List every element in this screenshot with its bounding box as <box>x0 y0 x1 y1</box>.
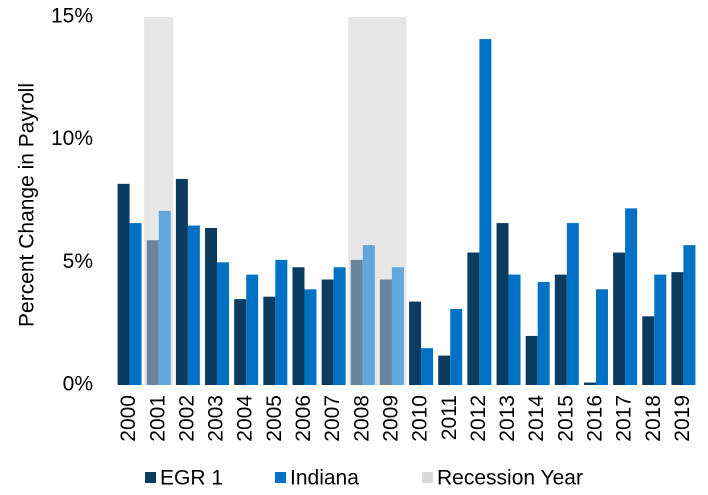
recession-overlay <box>348 17 378 385</box>
bar <box>613 252 626 385</box>
recession-overlay <box>377 17 407 385</box>
x-tick-label: 2007 <box>321 395 344 442</box>
bar <box>391 267 404 385</box>
bar <box>379 279 392 385</box>
x-tick-label: 2009 <box>379 395 402 442</box>
bar <box>642 316 655 385</box>
bar <box>409 301 422 385</box>
x-tick-label: 2015 <box>554 395 577 442</box>
x-tick-label: 2002 <box>175 395 198 442</box>
bar <box>146 240 159 385</box>
x-tick-label: 2000 <box>117 395 140 442</box>
x-tick-label: 2016 <box>584 395 607 442</box>
bar <box>292 267 305 385</box>
legend-label: Recession Year <box>437 467 583 490</box>
bar <box>362 245 375 385</box>
bar <box>158 210 171 385</box>
bar <box>117 183 130 385</box>
x-tick-label: 2005 <box>263 395 286 442</box>
x-tick-label: 2019 <box>671 395 694 442</box>
x-tick-label: 2008 <box>350 395 373 442</box>
x-tick-label: 2013 <box>496 395 519 442</box>
x-tick-label: 2001 <box>146 395 169 442</box>
bar <box>654 274 667 385</box>
recession-overlay <box>144 17 174 385</box>
x-tick-label: 2012 <box>467 395 490 442</box>
bar <box>234 299 247 385</box>
bar <box>263 296 276 385</box>
bar <box>421 348 434 385</box>
bar <box>625 208 638 385</box>
y-tick-label: 0% <box>63 373 93 396</box>
bar <box>350 259 363 385</box>
bar <box>683 245 696 385</box>
legend-label: Indiana <box>290 467 359 490</box>
x-tick-label: 2003 <box>205 395 228 442</box>
legend-swatch <box>422 472 433 483</box>
bar <box>438 355 451 385</box>
bar <box>321 279 334 385</box>
bar <box>187 225 200 385</box>
bar <box>129 223 142 385</box>
bar <box>467 252 480 385</box>
bar <box>479 39 492 385</box>
bar <box>275 259 288 385</box>
bar <box>205 227 218 385</box>
legend-label: EGR 1 <box>160 467 223 490</box>
bar <box>217 262 230 385</box>
y-tick-label: 5% <box>63 250 93 273</box>
bar <box>304 289 317 385</box>
bar <box>537 281 550 385</box>
x-tick-label: 2010 <box>409 395 432 442</box>
bar <box>333 267 346 385</box>
y-tick-label: 10% <box>51 127 93 150</box>
bar <box>496 223 509 385</box>
x-tick-label: 2018 <box>642 395 665 442</box>
bar <box>175 178 188 385</box>
bar <box>595 289 608 385</box>
x-tick-label: 2004 <box>234 395 257 442</box>
bar <box>583 382 596 385</box>
bar <box>671 272 684 385</box>
bar <box>450 308 463 385</box>
x-tick-label: 2006 <box>292 395 315 442</box>
bar <box>554 274 567 385</box>
legend-swatch <box>145 472 156 483</box>
x-tick-label: 2017 <box>613 395 636 442</box>
y-axis-label: Percent Change in Payroll <box>16 83 39 327</box>
bar <box>525 335 538 385</box>
bar <box>566 223 579 385</box>
y-tick-label: 15% <box>51 5 93 28</box>
bar <box>246 274 259 385</box>
legend-swatch <box>275 472 286 483</box>
x-tick-label: 2011 <box>438 395 461 440</box>
bar <box>508 274 521 385</box>
x-tick-label: 2014 <box>525 395 548 442</box>
